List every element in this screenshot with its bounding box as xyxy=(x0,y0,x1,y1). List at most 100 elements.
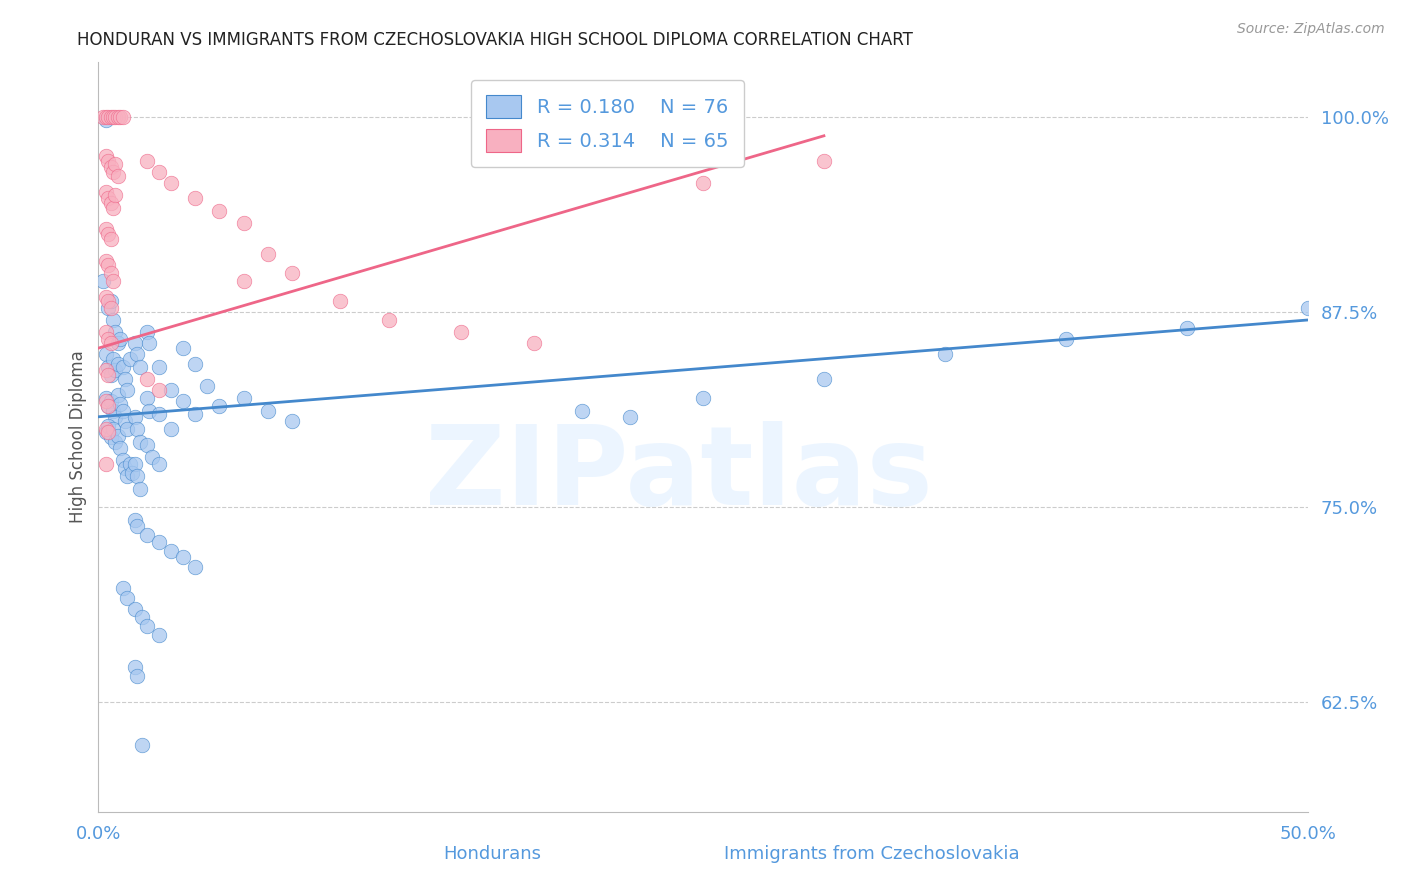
Point xyxy=(523,336,546,351)
Point xyxy=(813,372,835,386)
Point xyxy=(107,428,129,442)
Point xyxy=(1054,332,1077,346)
Point xyxy=(100,266,122,280)
Point xyxy=(108,110,131,124)
Point xyxy=(94,326,117,340)
Point xyxy=(111,403,134,417)
Point xyxy=(97,368,120,382)
Point xyxy=(135,438,157,452)
Point xyxy=(208,399,231,413)
Point xyxy=(107,357,129,371)
Point xyxy=(127,422,149,436)
Point xyxy=(1296,301,1319,315)
Point xyxy=(121,466,143,480)
Point xyxy=(97,332,120,346)
Point xyxy=(97,419,120,434)
Point xyxy=(94,347,117,361)
Point xyxy=(124,409,146,424)
Point xyxy=(107,388,129,402)
Text: ZIPatlas: ZIPatlas xyxy=(425,421,932,528)
Point xyxy=(195,378,218,392)
Point xyxy=(111,359,134,374)
Point xyxy=(111,582,134,596)
Point xyxy=(91,274,114,288)
Point xyxy=(128,359,150,374)
Point xyxy=(97,301,120,315)
Point xyxy=(94,457,117,471)
Text: HONDURAN VS IMMIGRANTS FROM CZECHOSLOVAKIA HIGH SCHOOL DIPLOMA CORRELATION CHART: HONDURAN VS IMMIGRANTS FROM CZECHOSLOVAK… xyxy=(77,31,914,49)
Point xyxy=(135,326,157,340)
Point xyxy=(232,216,254,230)
Point xyxy=(108,441,131,455)
Point xyxy=(118,351,141,366)
Point xyxy=(124,659,146,673)
Point xyxy=(97,294,120,309)
Point xyxy=(148,628,170,642)
Point xyxy=(97,399,120,413)
Legend: R = 0.180    N = 76, R = 0.314    N = 65: R = 0.180 N = 76, R = 0.314 N = 65 xyxy=(471,79,744,168)
Point xyxy=(172,550,194,565)
Point xyxy=(97,110,120,124)
Point xyxy=(100,110,122,124)
Point xyxy=(232,391,254,405)
Point xyxy=(124,601,146,615)
Point xyxy=(100,394,122,409)
Point xyxy=(450,326,472,340)
Point xyxy=(172,394,194,409)
Point xyxy=(135,528,157,542)
Point xyxy=(94,110,117,124)
Point xyxy=(256,247,278,261)
Point xyxy=(104,110,127,124)
Text: Source: ZipAtlas.com: Source: ZipAtlas.com xyxy=(1237,22,1385,37)
Point xyxy=(111,110,134,124)
Point xyxy=(208,203,231,218)
Point xyxy=(813,153,835,168)
Point xyxy=(160,422,183,436)
Point xyxy=(117,469,139,483)
Point xyxy=(160,176,183,190)
Point xyxy=(97,359,120,374)
Point xyxy=(91,110,114,124)
Point xyxy=(94,149,117,163)
Point xyxy=(118,457,141,471)
Point xyxy=(377,313,399,327)
Point xyxy=(124,457,146,471)
Point xyxy=(101,110,124,124)
Point xyxy=(148,534,170,549)
Point xyxy=(148,384,170,398)
Point xyxy=(104,363,127,377)
Point xyxy=(184,191,207,205)
Point xyxy=(94,394,117,409)
Point xyxy=(101,164,124,178)
Text: Immigrants from Czechoslovakia: Immigrants from Czechoslovakia xyxy=(724,846,1019,863)
Point xyxy=(172,341,194,355)
Point xyxy=(94,391,117,405)
Point xyxy=(281,414,304,428)
Point xyxy=(108,397,131,411)
Point xyxy=(94,222,117,236)
Point xyxy=(281,266,304,280)
Point xyxy=(124,336,146,351)
Point xyxy=(97,425,120,440)
Point xyxy=(619,409,641,424)
Point xyxy=(104,157,127,171)
Point xyxy=(104,434,127,449)
Point xyxy=(97,153,120,168)
Point xyxy=(94,113,117,128)
Point xyxy=(104,326,127,340)
Point xyxy=(692,176,714,190)
Point xyxy=(160,384,183,398)
Point xyxy=(94,289,117,303)
Point xyxy=(692,391,714,405)
Point xyxy=(127,469,149,483)
Point xyxy=(138,336,160,351)
Point xyxy=(111,453,134,467)
Point xyxy=(148,164,170,178)
Point xyxy=(184,357,207,371)
Point xyxy=(97,399,120,413)
Point xyxy=(148,359,170,374)
Point xyxy=(104,409,127,424)
Point xyxy=(100,232,122,246)
Point xyxy=(100,336,122,351)
Point xyxy=(329,294,352,309)
